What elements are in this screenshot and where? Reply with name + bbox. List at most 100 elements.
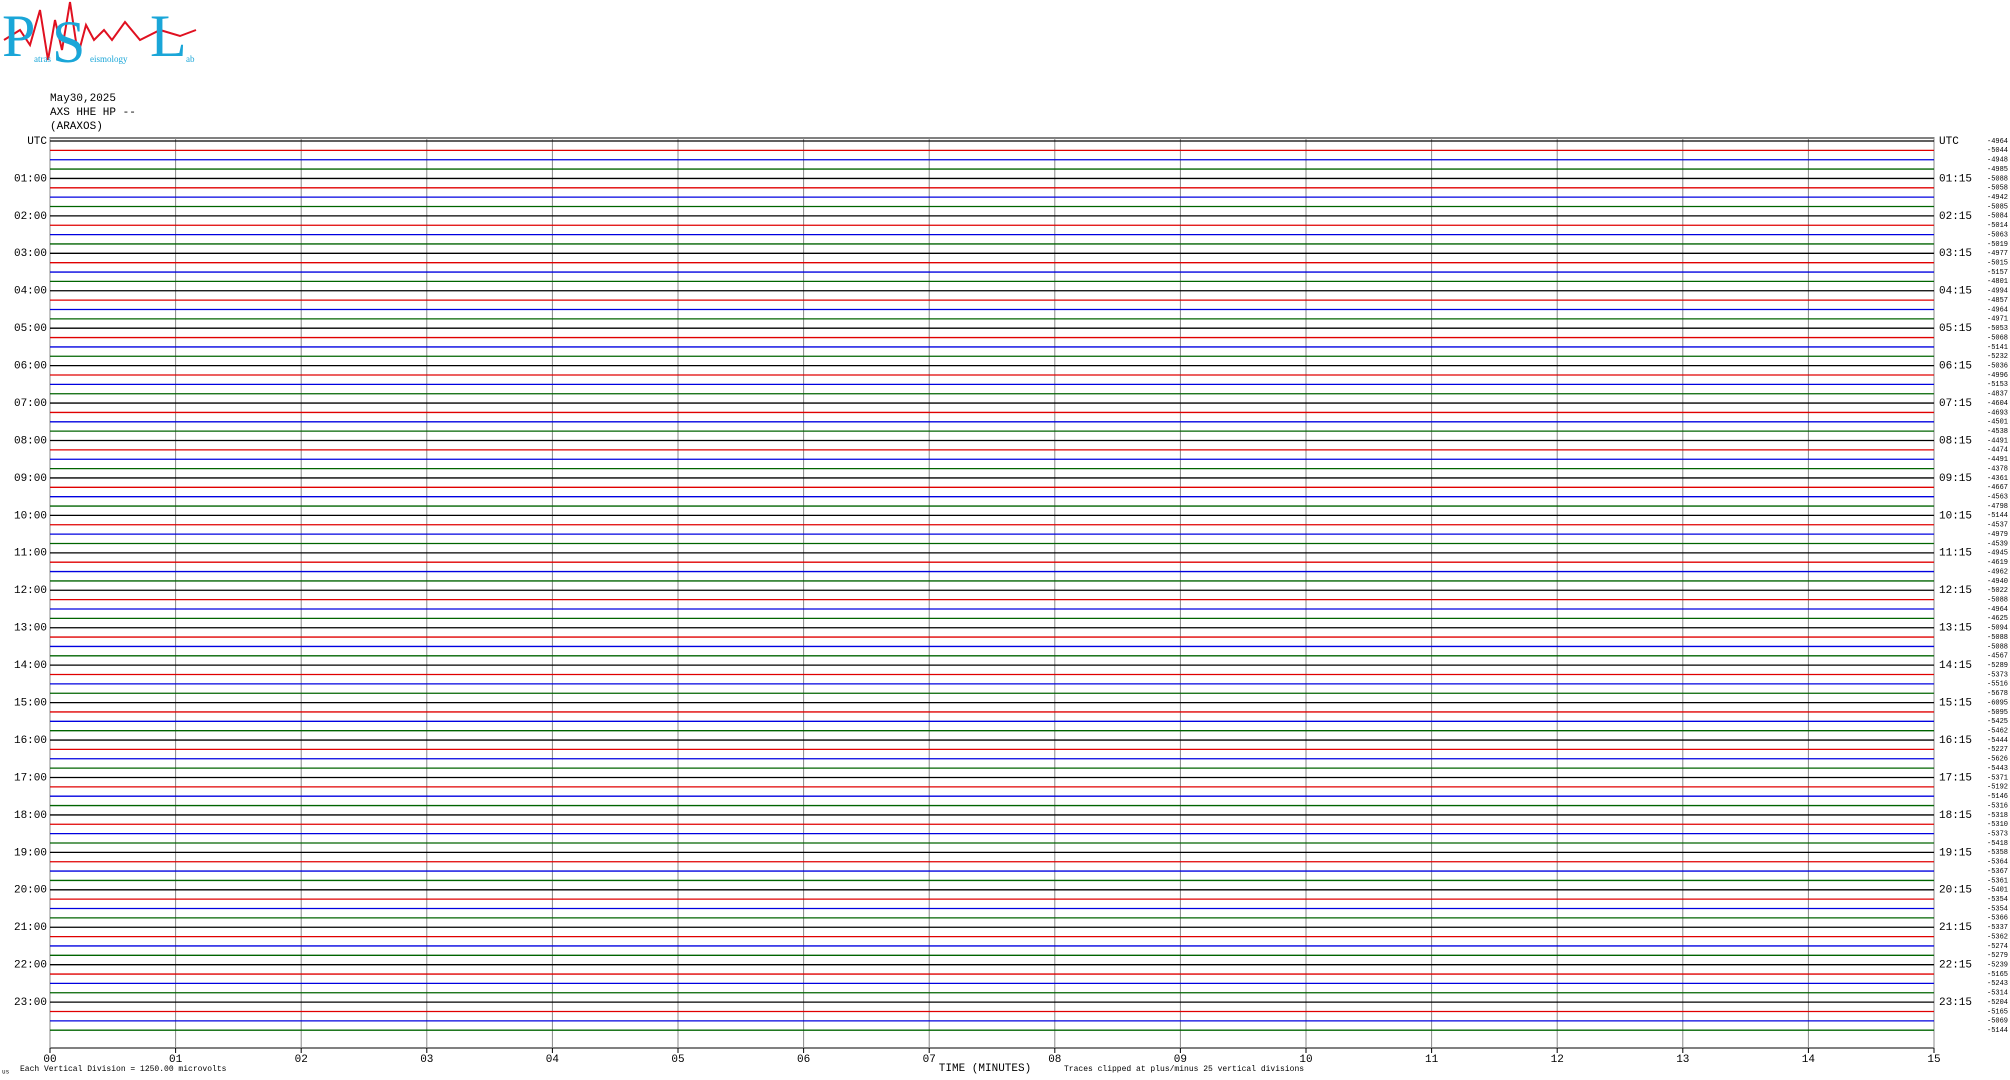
- row-offset: -4857: [1987, 297, 2008, 305]
- row-offset: -4798: [1987, 503, 2008, 511]
- row-offset: -4667: [1987, 484, 2008, 492]
- row-offset: -5094: [1987, 625, 2008, 633]
- hour-label-right: 21:15: [1939, 922, 1972, 934]
- row-offset: -4625: [1987, 615, 2008, 623]
- row-offset: -4801: [1987, 278, 2008, 286]
- row-offset: -5361: [1987, 877, 2008, 885]
- row-offset: -5015: [1987, 260, 2008, 268]
- minute-label: 09: [1174, 1054, 1187, 1066]
- hour-label-right: 16:15: [1939, 735, 1972, 747]
- row-offset: -5088: [1987, 634, 2008, 642]
- row-offset: -5141: [1987, 344, 2008, 352]
- row-offset: -5063: [1987, 231, 2008, 239]
- corner-note: us: [2, 1069, 10, 1076]
- row-offset: -5022: [1987, 587, 2008, 595]
- axis-title: TIME (MINUTES): [939, 1063, 1031, 1075]
- minute-label: 03: [420, 1054, 433, 1066]
- logo-letter: S: [52, 9, 85, 75]
- hour-label-right: 10:15: [1939, 510, 1972, 522]
- hour-label-right: 22:15: [1939, 960, 1972, 972]
- row-offset: -5036: [1987, 362, 2008, 370]
- row-offset: -5314: [1987, 990, 2008, 998]
- hour-label: 13:00: [14, 623, 47, 635]
- row-offset: -5192: [1987, 784, 2008, 792]
- row-offset: -4693: [1987, 409, 2008, 417]
- row-offset: -5227: [1987, 746, 2008, 754]
- hour-label: 04:00: [14, 286, 47, 298]
- row-offset: -4491: [1987, 456, 2008, 464]
- hour-label: 20:00: [14, 885, 47, 897]
- row-offset: -5144: [1987, 512, 2008, 520]
- row-offset: -4501: [1987, 419, 2008, 427]
- logo-letter: L: [150, 3, 187, 69]
- logo-squiggle: [3, 1, 197, 61]
- row-offset: -5354: [1987, 896, 2008, 904]
- row-offset: -4996: [1987, 372, 2008, 380]
- minute-label: 07: [923, 1054, 936, 1066]
- row-offset: -5279: [1987, 952, 2008, 960]
- hour-label-right: 03:15: [1939, 248, 1972, 260]
- minute-label: 06: [797, 1054, 810, 1066]
- hour-label: 16:00: [14, 735, 47, 747]
- hour-label: 08:00: [14, 435, 47, 447]
- hour-label-right: 01:15: [1939, 173, 1972, 185]
- row-offset: -4994: [1987, 288, 2008, 296]
- row-offset: -5310: [1987, 821, 2008, 829]
- row-offset: -5367: [1987, 868, 2008, 876]
- minute-label: 08: [1048, 1054, 1061, 1066]
- hour-label-right: 09:15: [1939, 473, 1972, 485]
- hour-label-right: 12:15: [1939, 585, 1972, 597]
- minute-label: 14: [1802, 1054, 1816, 1066]
- row-offset: -5443: [1987, 765, 2008, 773]
- logo-word: eismology: [90, 54, 128, 64]
- row-offset: -5289: [1987, 662, 2008, 670]
- row-offset: -5316: [1987, 802, 2008, 810]
- hour-label: 17:00: [14, 772, 47, 784]
- minute-label: 13: [1676, 1054, 1689, 1066]
- hour-label: 12:00: [14, 585, 47, 597]
- row-offset: -4964: [1987, 306, 2008, 314]
- row-offset: -5146: [1987, 793, 2008, 801]
- hour-label-right: 19:15: [1939, 847, 1972, 859]
- row-offset: -4979: [1987, 531, 2008, 539]
- hour-label: 23:00: [14, 997, 47, 1009]
- row-offset: -4962: [1987, 568, 2008, 576]
- hour-label-right: 14:15: [1939, 660, 1972, 672]
- logo-word: atras: [34, 54, 51, 64]
- row-offset: -5144: [1987, 1027, 2008, 1035]
- hour-label: 06:00: [14, 361, 47, 373]
- row-offset: -4474: [1987, 447, 2008, 455]
- hour-label: 05:00: [14, 323, 47, 335]
- row-offset: -4563: [1987, 494, 2008, 502]
- row-offset: -5053: [1987, 325, 2008, 333]
- hour-label-right: UTC: [1939, 136, 1959, 148]
- row-offset: -5364: [1987, 859, 2008, 867]
- logo: P S L atras eismology ab: [2, 1, 197, 75]
- row-offset: -4964: [1987, 606, 2008, 614]
- row-offset: -5358: [1987, 849, 2008, 857]
- hour-label: 09:00: [14, 473, 47, 485]
- row-offset: -5084: [1987, 213, 2008, 221]
- hour-label: UTC: [27, 136, 47, 148]
- row-offset: -5626: [1987, 756, 2008, 764]
- row-offset: -5362: [1987, 933, 2008, 941]
- clip-note: Traces clipped at plus/minus 25 vertical…: [1064, 1065, 1304, 1074]
- hour-label: 14:00: [14, 660, 47, 672]
- row-offset: -4985: [1987, 166, 2008, 174]
- hour-label: 03:00: [14, 248, 47, 260]
- hour-label-right: 07:15: [1939, 398, 1972, 410]
- row-offset: -4538: [1987, 428, 2008, 436]
- row-offset: -4491: [1987, 437, 2008, 445]
- row-offset: -5371: [1987, 774, 2008, 782]
- hour-label: 19:00: [14, 847, 47, 859]
- hour-label-right: 11:15: [1939, 548, 1972, 560]
- row-offset: -5401: [1987, 887, 2008, 895]
- minute-label: 02: [295, 1054, 308, 1066]
- row-offset: -5516: [1987, 681, 2008, 689]
- row-offset: -5366: [1987, 915, 2008, 923]
- row-offset: -5095: [1987, 709, 2008, 717]
- minute-label: 10: [1299, 1054, 1312, 1066]
- row-offset: -4948: [1987, 157, 2008, 165]
